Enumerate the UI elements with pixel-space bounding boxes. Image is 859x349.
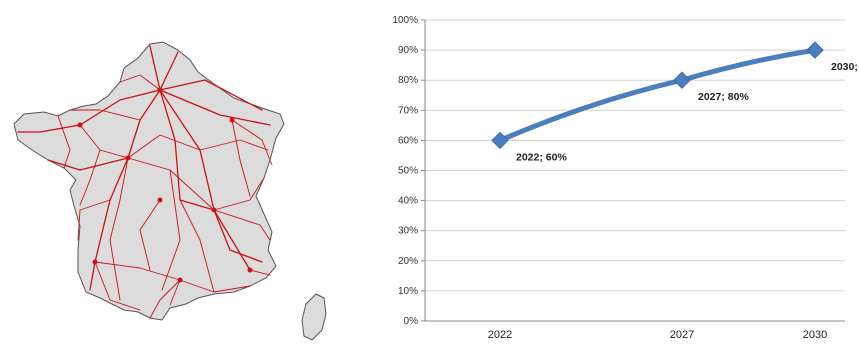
x-tick-label: 2027 [670, 329, 694, 341]
rail-hub [177, 277, 183, 283]
rail-line [79, 149, 101, 206]
data-label: 2027; 80% [698, 91, 749, 103]
rail-line [159, 79, 263, 111]
rail-line [169, 279, 181, 306]
rail-hub [157, 197, 163, 203]
data-label: 2022; 60% [516, 151, 567, 163]
y-tick-label: 70% [398, 105, 418, 116]
series-line-layer [497, 47, 818, 143]
france-rail-map [0, 0, 345, 344]
rail-line [149, 45, 161, 91]
rail-line [127, 134, 201, 159]
rail-line [231, 119, 251, 197]
y-tick-label: 80% [398, 75, 418, 86]
rail-line [199, 139, 269, 151]
rail-line [179, 199, 215, 293]
rail-hub [77, 122, 83, 128]
y-tick-label: 20% [398, 256, 418, 267]
x-tick-labels: 2022 2027 2030 [488, 329, 827, 341]
marker-layer [491, 41, 824, 150]
rail-hub [247, 267, 253, 273]
corsica-shape [301, 293, 327, 341]
france-map-svg [13, 41, 327, 341]
y-tick-label: 100% [392, 15, 418, 26]
rail-hub [211, 207, 217, 213]
data-label: 2030; 90% [831, 61, 859, 73]
rail-line [119, 74, 161, 91]
y-tick-label: 60% [398, 135, 418, 146]
y-tick-label: 40% [398, 196, 418, 207]
chart: 0% 10% 20% 30% 40% 50% 60% 70% 80% 90% 100% 2022 20… [345, 0, 859, 344]
rail-line [77, 199, 111, 241]
rail-hub [92, 259, 98, 265]
data-point-marker [491, 131, 509, 150]
rail-line [159, 89, 271, 126]
gridlines [421, 19, 845, 322]
series-line [497, 47, 818, 143]
rail-line [149, 279, 181, 319]
y-tick-label: 0% [404, 316, 419, 327]
data-point-marker [806, 41, 824, 59]
rail-line [161, 169, 181, 291]
rail-line [57, 115, 71, 169]
rail-line [47, 157, 129, 171]
x-tick-label: 2022 [488, 329, 512, 341]
rail-line [109, 157, 129, 301]
x-tick-label: 2030 [803, 329, 827, 341]
rail-line [213, 177, 265, 211]
rail-hub [229, 117, 235, 123]
rail-line [249, 269, 271, 276]
y-tick-label: 30% [398, 226, 418, 237]
rail-line [69, 109, 141, 121]
rail-line [89, 89, 161, 291]
y-tick-labels: 0% 10% 20% 30% 40% 50% 60% 70% 80% 90% 100% [392, 15, 418, 327]
data-point-marker [673, 71, 691, 89]
rail-line [139, 199, 161, 271]
france-mainland-shape [13, 41, 285, 321]
rail-hub [125, 155, 131, 161]
rail-line [213, 209, 271, 241]
y-tick-label: 50% [398, 166, 418, 177]
rail-hub [157, 87, 163, 93]
y-tick-label: 10% [398, 286, 418, 297]
rail-line [231, 119, 273, 166]
rail-line [94, 261, 141, 311]
y-tick-label: 90% [398, 45, 418, 56]
rail-line [159, 51, 179, 91]
axes [424, 20, 845, 322]
rail-network [17, 45, 273, 319]
chart-svg: 0%10%20%30%40%50%60%70%80%90%100% 2022 20… [392, 15, 859, 341]
data-label-layer: 2022; 60% 2027; 80% 2030; 90% [516, 61, 859, 163]
